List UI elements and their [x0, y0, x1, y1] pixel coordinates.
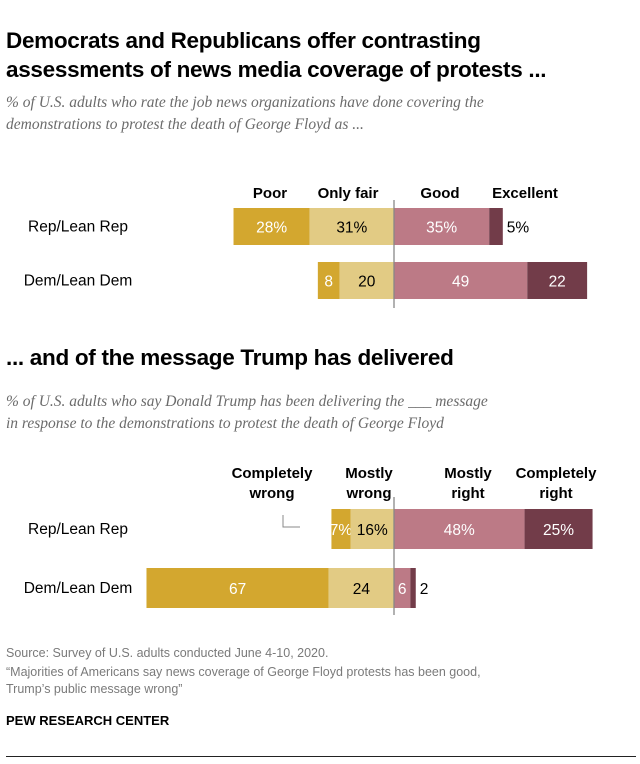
bar-segment	[524, 509, 593, 549]
data-label: 5%	[507, 220, 530, 237]
bar-segment	[233, 208, 310, 245]
data-label: 16%	[357, 522, 388, 539]
data-label: 8	[324, 274, 333, 291]
data-label: 28%	[256, 220, 287, 237]
chart2-subtitle: % of U.S. adults who say Donald Trump ha…	[6, 393, 488, 432]
pew-logo-text: PEW RESEARCH CENTER	[6, 713, 170, 728]
leader-line	[282, 515, 300, 528]
chart1: Poor Only fair Good Excellent Rep/Lean Rep 28…	[24, 185, 588, 308]
source-note: Source: Survey of U.S. adults conducted …	[6, 646, 329, 660]
data-label: 67	[229, 581, 246, 598]
legend-label: Poor	[253, 185, 287, 202]
legend-label: Excellent	[492, 185, 558, 202]
bar-segment	[394, 208, 490, 245]
legend-label: right	[539, 485, 572, 502]
legend-label: wrong	[249, 485, 295, 502]
bar-segment	[394, 509, 525, 549]
data-label: 22	[549, 274, 566, 291]
chart1-subtitle: % of U.S. adults who rate the job news o…	[6, 94, 484, 133]
chart2: Completely wrong Mostly wrong Mostly right Com…	[24, 465, 598, 615]
legend-label: right	[451, 485, 484, 502]
legend-label: Completely	[232, 465, 314, 482]
data-label: 24	[353, 581, 371, 598]
legend-label: Mostly	[444, 465, 492, 482]
data-label: 35%	[426, 220, 457, 237]
bar-segment	[328, 568, 394, 608]
bar-segment	[489, 208, 503, 245]
row-label: Dem/Lean Dem	[24, 580, 133, 597]
bar-segment	[350, 509, 394, 549]
legend-label: Mostly	[345, 465, 393, 482]
bar-segment	[394, 262, 528, 299]
legend-label: wrong	[346, 485, 392, 502]
report-title: “Majorities of Americans say news covera…	[6, 665, 481, 696]
legend-label: Good	[420, 185, 459, 202]
data-label: 2	[420, 581, 429, 598]
data-label: 7%	[330, 522, 353, 539]
data-label: 49	[452, 274, 469, 291]
bottom-rule	[6, 756, 636, 757]
row-label: Rep/Lean Rep	[28, 219, 128, 236]
bar-segment	[309, 208, 394, 245]
legend-label: Only fair	[318, 185, 379, 202]
data-label: 6	[398, 581, 407, 598]
row-label: Rep/Lean Rep	[28, 521, 128, 538]
bar-segment	[146, 568, 329, 608]
bar-segment	[339, 262, 394, 299]
data-label: 31%	[336, 220, 367, 237]
data-label: 25%	[543, 522, 574, 539]
bar-segment	[527, 262, 588, 299]
bar-segment	[410, 568, 416, 608]
bar-segment	[331, 509, 351, 549]
row-label: Dem/Lean Dem	[24, 273, 133, 290]
chart2-title: ... and of the message Trump has deliver…	[6, 345, 454, 370]
bar-segment	[317, 262, 340, 299]
bar-segment	[394, 568, 411, 608]
data-label: 48%	[444, 522, 475, 539]
legend-label: Completely	[516, 465, 598, 482]
data-label: 20	[358, 274, 376, 291]
chart1-title: Democrats and Republicans offer contrast…	[6, 28, 547, 82]
